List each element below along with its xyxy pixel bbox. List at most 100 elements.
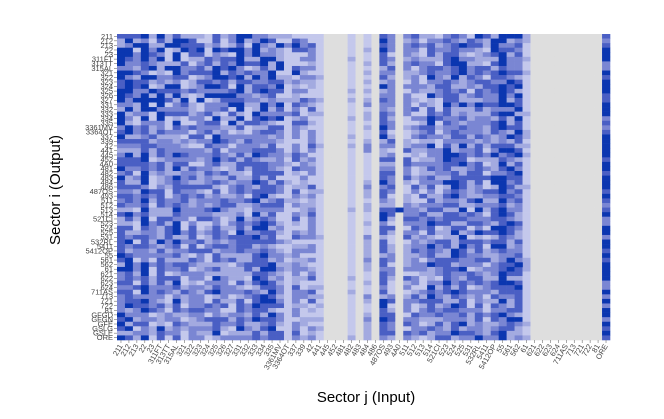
heatmap-cell bbox=[474, 88, 484, 94]
heatmap-cell bbox=[117, 326, 126, 332]
heatmap-cell bbox=[212, 294, 221, 300]
heatmap-cell bbox=[148, 43, 158, 48]
heatmap-cell bbox=[268, 317, 277, 323]
heatmap-cell bbox=[570, 52, 579, 58]
heatmap-cell bbox=[427, 129, 436, 135]
heatmap-cell bbox=[188, 61, 197, 67]
heatmap-cell bbox=[371, 52, 380, 58]
heatmap-cell bbox=[283, 280, 293, 286]
heatmap-cell bbox=[355, 152, 364, 158]
heatmap-cell bbox=[252, 225, 261, 231]
heatmap-cell bbox=[498, 61, 507, 67]
heatmap-cell bbox=[578, 139, 587, 144]
heatmap-cell bbox=[156, 161, 166, 167]
heatmap-cell bbox=[586, 139, 595, 144]
heatmap-cell bbox=[244, 102, 253, 108]
heatmap-cell bbox=[347, 230, 356, 236]
heatmap-cell bbox=[132, 244, 142, 249]
heatmap-cell bbox=[132, 257, 142, 263]
heatmap-cell bbox=[307, 193, 317, 199]
heatmap-cell bbox=[276, 88, 285, 94]
heatmap-cell bbox=[212, 216, 221, 222]
heatmap-cell bbox=[339, 79, 348, 85]
heatmap-cell bbox=[347, 216, 356, 222]
heatmap-cell bbox=[283, 166, 293, 172]
heatmap-cell bbox=[474, 79, 484, 85]
heatmap-cell bbox=[514, 257, 523, 263]
heatmap-cell bbox=[474, 107, 484, 112]
heatmap-cell bbox=[196, 289, 205, 295]
heatmap-cell bbox=[546, 175, 555, 181]
heatmap-cell bbox=[339, 207, 348, 213]
heatmap-cell bbox=[371, 221, 380, 227]
heatmap-cell bbox=[387, 253, 396, 259]
heatmap-cell bbox=[220, 134, 229, 140]
heatmap-cell bbox=[570, 47, 579, 53]
heatmap-cell bbox=[546, 56, 555, 62]
heatmap-cell bbox=[498, 134, 507, 140]
heatmap-cell bbox=[371, 230, 380, 236]
heatmap-cell bbox=[538, 225, 547, 231]
heatmap-cell bbox=[283, 335, 293, 341]
heatmap-cell bbox=[427, 79, 436, 85]
heatmap-cell bbox=[172, 230, 181, 236]
heatmap-cell bbox=[212, 134, 221, 140]
heatmap-cell bbox=[236, 129, 245, 135]
heatmap-cell bbox=[172, 221, 181, 227]
heatmap-cell bbox=[562, 189, 571, 195]
heatmap-cell bbox=[164, 221, 173, 227]
heatmap-cell bbox=[403, 166, 412, 172]
heatmap-cell bbox=[395, 161, 404, 167]
heatmap-cell bbox=[602, 285, 611, 291]
heatmap-cell bbox=[514, 120, 523, 126]
heatmap-cell bbox=[530, 56, 539, 62]
heatmap-cell bbox=[283, 175, 293, 181]
heatmap-cell bbox=[204, 289, 213, 295]
heatmap-cell bbox=[124, 61, 134, 67]
heatmap-cell bbox=[220, 330, 229, 336]
heatmap-cell bbox=[347, 47, 356, 53]
heatmap-cell bbox=[530, 266, 539, 272]
heatmap-cell bbox=[307, 326, 317, 332]
heatmap-cell bbox=[299, 271, 309, 277]
heatmap-cell bbox=[546, 43, 555, 48]
heatmap-cell bbox=[578, 65, 587, 71]
y-tick-label: 323 bbox=[100, 77, 113, 86]
heatmap-cell bbox=[419, 43, 428, 48]
heatmap-cell bbox=[530, 276, 539, 281]
heatmap-cell bbox=[117, 157, 126, 163]
heatmap-cell bbox=[546, 65, 555, 71]
heatmap-cell bbox=[578, 157, 587, 163]
heatmap-cell bbox=[435, 102, 444, 108]
heatmap-cell bbox=[395, 298, 404, 304]
heatmap-cell bbox=[315, 97, 325, 103]
heatmap-cell bbox=[355, 257, 364, 263]
heatmap-cell bbox=[331, 280, 340, 286]
heatmap-cell bbox=[283, 88, 293, 94]
heatmap-cell bbox=[260, 161, 269, 167]
heatmap-cell bbox=[244, 312, 253, 318]
heatmap-cell bbox=[363, 239, 372, 245]
heatmap-cell bbox=[355, 84, 364, 90]
heatmap-cell bbox=[387, 312, 396, 318]
heatmap-cell bbox=[124, 198, 134, 204]
heatmap-cell bbox=[117, 61, 126, 67]
heatmap-cell bbox=[387, 248, 396, 254]
heatmap-cell bbox=[204, 116, 213, 122]
heatmap-cell bbox=[268, 193, 277, 199]
heatmap-cell bbox=[498, 152, 507, 158]
heatmap-cell bbox=[427, 202, 436, 208]
heatmap-cell bbox=[466, 175, 476, 181]
heatmap-cell bbox=[252, 102, 261, 108]
heatmap-cell bbox=[594, 312, 603, 318]
heatmap-cell bbox=[403, 276, 412, 281]
heatmap-cell bbox=[117, 43, 126, 48]
heatmap-cell bbox=[506, 244, 515, 249]
heatmap-cell bbox=[546, 216, 555, 222]
heatmap-cell bbox=[363, 75, 372, 80]
heatmap-cell bbox=[236, 134, 245, 140]
heatmap-cell bbox=[331, 116, 340, 122]
heatmap-cell bbox=[196, 180, 205, 186]
heatmap-cell bbox=[204, 161, 213, 167]
heatmap-cell bbox=[490, 70, 499, 76]
